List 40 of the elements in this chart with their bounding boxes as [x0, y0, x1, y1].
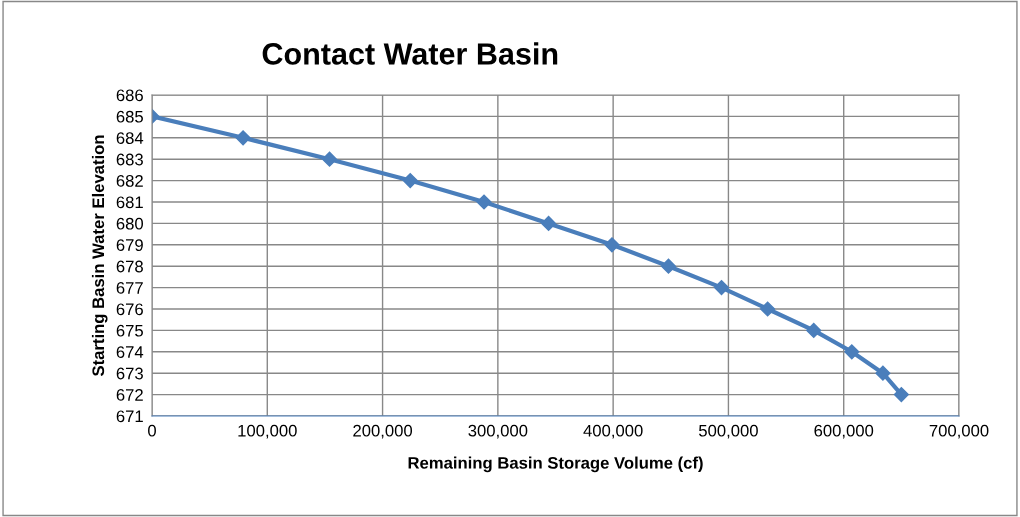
x-tick-label: 500,000 [698, 424, 758, 439]
x-tick-label: 100,000 [238, 424, 297, 439]
point [321, 151, 338, 167]
y-tick-label: 673 [116, 367, 143, 380]
y-tick-label: 685 [116, 110, 143, 123]
y-tick-label: 679 [116, 239, 143, 251]
point [760, 301, 776, 317]
y-tick-label: 681 [116, 196, 143, 209]
y-axis-title: Starting Basin Water Elevation [91, 135, 108, 377]
x-tick-label: 400,000 [583, 424, 643, 439]
x-tick-label: 200,000 [353, 424, 413, 439]
y-tick-label: 676 [116, 303, 143, 316]
x-tick-label: 300,000 [468, 424, 528, 439]
y-tick-label: 671 [116, 410, 143, 423]
y-tick-label: 672 [116, 389, 143, 401]
point [235, 130, 251, 146]
chart-title: Contact Water Basin [262, 42, 558, 65]
y-tick-label: 674 [116, 346, 144, 358]
point [806, 322, 822, 338]
x-axis-title: Remaining Basin Storage Volume (cf) [408, 456, 703, 473]
y-tick-label: 675 [116, 324, 143, 337]
point [541, 215, 557, 231]
x-tick-label: 0 [148, 424, 156, 437]
x-tick-label: 600,000 [814, 424, 874, 439]
point [875, 365, 891, 381]
x-tick-label: 700,000 [929, 424, 989, 439]
y-tick-label: 686 [116, 89, 143, 102]
y-tick-label: 678 [116, 260, 143, 273]
point [713, 280, 730, 296]
y-tick-label: 683 [116, 153, 143, 166]
y-tick-label: 684 [116, 132, 144, 144]
point [844, 344, 860, 360]
point [893, 387, 909, 403]
point [604, 237, 620, 253]
point [402, 173, 418, 189]
y-tick-label: 680 [116, 217, 144, 230]
y-tick-label: 682 [116, 175, 143, 187]
point [476, 194, 492, 210]
y-tick-label: 677 [116, 282, 143, 294]
point [660, 258, 677, 274]
